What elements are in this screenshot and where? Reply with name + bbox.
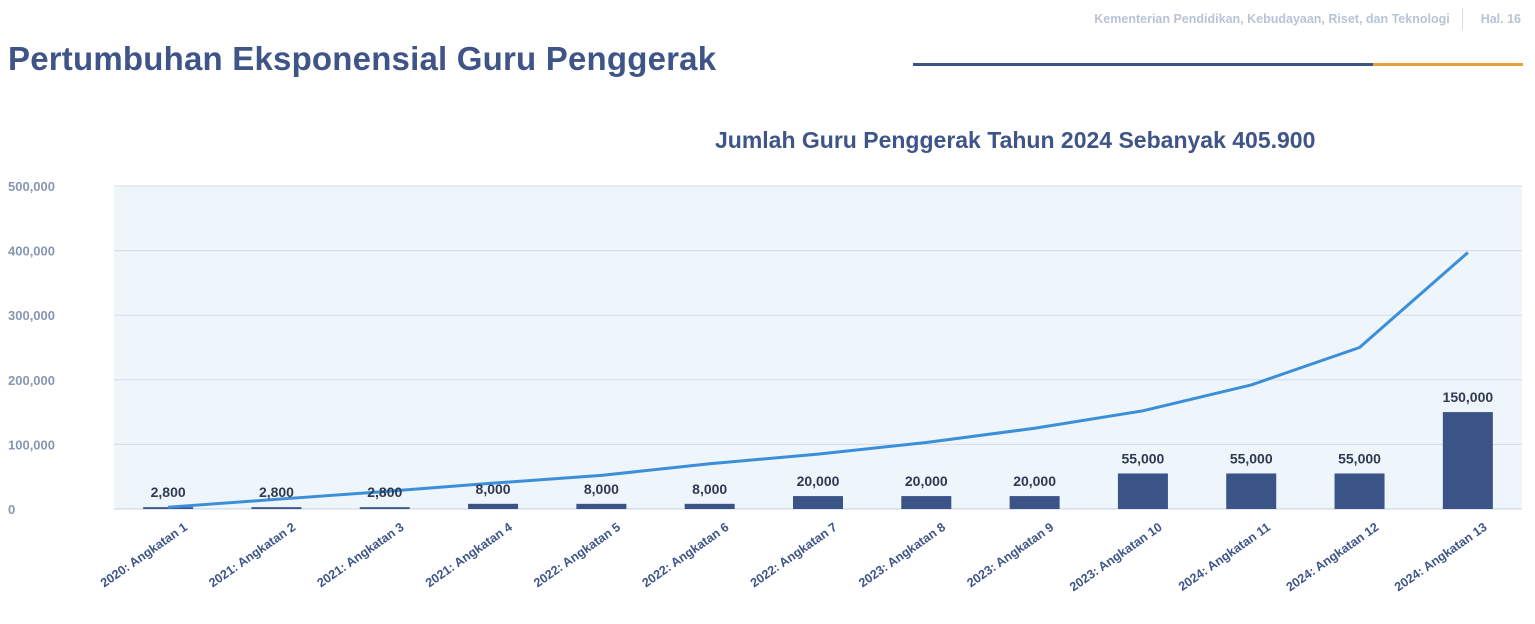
y-tick-label: 300,000 <box>8 308 55 323</box>
y-tick-label: 0 <box>8 502 15 517</box>
bar <box>1334 473 1385 509</box>
bar-value-label: 2,800 <box>151 484 186 500</box>
bar <box>359 507 410 509</box>
bar-value-label: 20,000 <box>1013 473 1056 489</box>
x-tick-label: 2023: Angkatan 9 <box>964 520 1056 590</box>
header-meta: Kementerian Pendidikan, Kebudayaan, Rise… <box>1094 8 1521 30</box>
bar-line-chart: 0 100,000 200,000 300,000 400,000 500,000 2,8… <box>8 179 1522 594</box>
x-tick-label: 2021: Angkatan 4 <box>423 520 515 590</box>
page-title: Pertumbuhan Eksponensial Guru Penggerak <box>8 40 717 77</box>
bar <box>576 503 627 509</box>
bar-value-label: 20,000 <box>797 473 840 489</box>
x-tick-label: 2024: Angkatan 13 <box>1392 520 1490 594</box>
bar-value-label: 2,800 <box>259 484 294 500</box>
bar <box>684 503 735 509</box>
x-tick-label: 2022: Angkatan 7 <box>748 520 840 590</box>
cumulative-line <box>168 251 1469 509</box>
header-divider <box>1461 8 1463 30</box>
bar <box>1442 412 1493 509</box>
y-tick-label: 500,000 <box>8 179 55 194</box>
bar <box>901 496 952 509</box>
x-tick-label: 2022: Angkatan 5 <box>531 520 623 590</box>
bar <box>1117 473 1168 509</box>
bar <box>793 496 843 509</box>
y-tick-label: 200,000 <box>8 373 55 388</box>
bar-value-label: 8,000 <box>692 481 727 497</box>
chart-title: Jumlah Guru Penggerak Tahun 2024 Sebanya… <box>715 127 1316 153</box>
bar <box>143 507 194 509</box>
title-rule-blue <box>913 63 1373 66</box>
bar-value-label: 55,000 <box>1230 450 1273 466</box>
bar-value-label: 20,000 <box>905 473 948 489</box>
x-tick-label: 2021: Angkatan 3 <box>315 520 407 590</box>
x-tick-label: 2024: Angkatan 11 <box>1176 520 1273 594</box>
bar <box>468 503 519 509</box>
bar-value-label: 55,000 <box>1122 450 1165 466</box>
bar <box>1226 473 1277 509</box>
bar-value-label: 150,000 <box>1443 389 1494 405</box>
ministry-name: Kementerian Pendidikan, Kebudayaan, Rise… <box>1094 12 1450 26</box>
x-tick-label: 2024: Angkatan 12 <box>1284 520 1382 594</box>
x-tick-label: 2023: Angkatan 8 <box>856 520 948 590</box>
bar <box>1009 496 1060 509</box>
y-tick-label: 400,000 <box>8 244 55 259</box>
x-tick-label: 2021: Angkatan 2 <box>206 520 298 590</box>
bar <box>251 507 302 509</box>
page-number: Hal. 16 <box>1480 12 1521 26</box>
x-tick-label: 2020: Angkatan 1 <box>98 520 190 590</box>
bar-value-label: 8,000 <box>476 481 511 497</box>
bar-value-label: 55,000 <box>1338 450 1381 466</box>
bar-value-label: 8,000 <box>584 481 619 497</box>
y-tick-label: 100,000 <box>8 437 55 452</box>
x-tick-label: 2022: Angkatan 6 <box>640 520 732 590</box>
plot-area <box>114 186 1522 509</box>
bar-value-label: 2,800 <box>367 484 402 500</box>
title-rule-orange <box>1373 63 1523 66</box>
x-tick-label: 2023: Angkatan 10 <box>1067 520 1165 594</box>
